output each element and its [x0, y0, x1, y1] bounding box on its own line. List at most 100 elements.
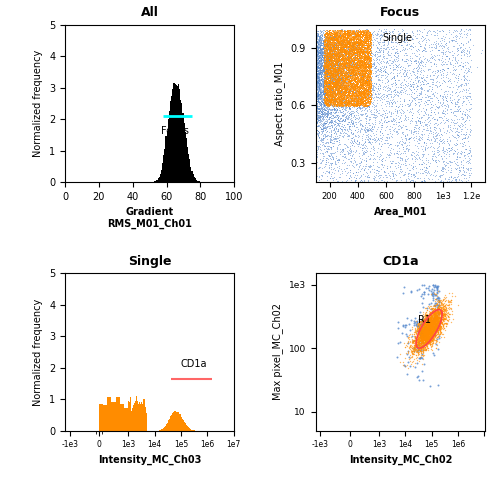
Point — [357, 172, 365, 180]
Point — [356, 48, 364, 55]
Point — [442, 107, 450, 115]
Point — [380, 38, 388, 46]
Point — [366, 92, 374, 99]
Point — [364, 62, 372, 70]
Point — [319, 75, 327, 83]
Point — [344, 75, 352, 83]
Point — [344, 34, 352, 42]
Point — [328, 56, 336, 64]
Point — [350, 46, 358, 54]
Point — [358, 60, 366, 68]
Point — [328, 63, 336, 71]
Point — [408, 347, 416, 355]
Point — [412, 69, 420, 77]
Point — [348, 90, 356, 98]
Point — [324, 39, 332, 47]
Point — [320, 83, 328, 91]
Point — [453, 130, 461, 138]
Point — [340, 71, 347, 79]
Point — [426, 159, 434, 167]
Point — [323, 46, 331, 53]
Point — [444, 102, 452, 110]
Point — [420, 101, 428, 109]
Point — [356, 70, 364, 78]
Point — [360, 88, 368, 96]
Point — [431, 296, 439, 303]
Point — [362, 66, 370, 74]
Point — [363, 126, 371, 134]
Point — [358, 57, 366, 65]
Point — [431, 317, 439, 325]
Point — [358, 56, 366, 64]
Point — [362, 99, 370, 106]
Point — [332, 35, 340, 43]
Point — [312, 128, 320, 136]
Point — [432, 292, 440, 300]
Point — [366, 76, 374, 84]
Point — [328, 91, 336, 99]
Point — [429, 80, 437, 88]
Point — [319, 81, 327, 89]
Point — [363, 85, 371, 93]
Point — [346, 93, 354, 100]
Point — [360, 87, 368, 95]
Point — [350, 79, 358, 87]
Point — [379, 47, 387, 54]
Point — [412, 335, 420, 343]
Point — [340, 39, 348, 47]
Point — [319, 55, 327, 63]
Point — [318, 41, 326, 49]
Point — [348, 63, 356, 71]
Point — [422, 327, 430, 335]
Point — [322, 99, 330, 107]
Point — [332, 67, 340, 75]
Point — [318, 32, 326, 40]
Point — [360, 62, 368, 70]
Point — [340, 39, 347, 47]
Point — [338, 41, 345, 49]
Point — [424, 169, 432, 177]
Point — [352, 38, 360, 46]
Point — [430, 317, 438, 325]
Point — [322, 115, 330, 123]
Point — [328, 98, 336, 106]
Point — [412, 314, 420, 322]
Point — [358, 67, 366, 75]
Point — [330, 95, 338, 102]
Point — [334, 51, 342, 59]
Point — [352, 96, 360, 103]
Point — [436, 319, 444, 327]
Point — [404, 349, 412, 357]
Point — [317, 54, 325, 62]
Point — [367, 98, 375, 105]
Point — [386, 96, 394, 103]
Point — [433, 131, 441, 139]
Point — [348, 134, 356, 142]
Point — [410, 332, 418, 340]
Point — [431, 330, 439, 338]
Point — [415, 160, 423, 168]
Point — [334, 43, 342, 50]
Point — [350, 71, 358, 79]
Point — [343, 45, 351, 53]
Point — [332, 35, 340, 43]
Point — [451, 99, 459, 107]
Point — [419, 333, 427, 341]
Point — [331, 60, 339, 68]
Point — [349, 54, 357, 62]
Point — [312, 53, 320, 61]
Point — [354, 31, 362, 39]
Point — [384, 38, 392, 46]
Point — [366, 131, 374, 139]
Point — [362, 77, 370, 85]
Point — [314, 40, 322, 48]
Point — [430, 301, 438, 309]
Point — [332, 78, 340, 86]
Point — [322, 90, 330, 98]
Point — [336, 59, 344, 67]
Point — [354, 38, 362, 46]
Point — [356, 82, 364, 90]
Point — [433, 305, 441, 313]
Point — [352, 38, 360, 46]
Point — [344, 92, 352, 100]
